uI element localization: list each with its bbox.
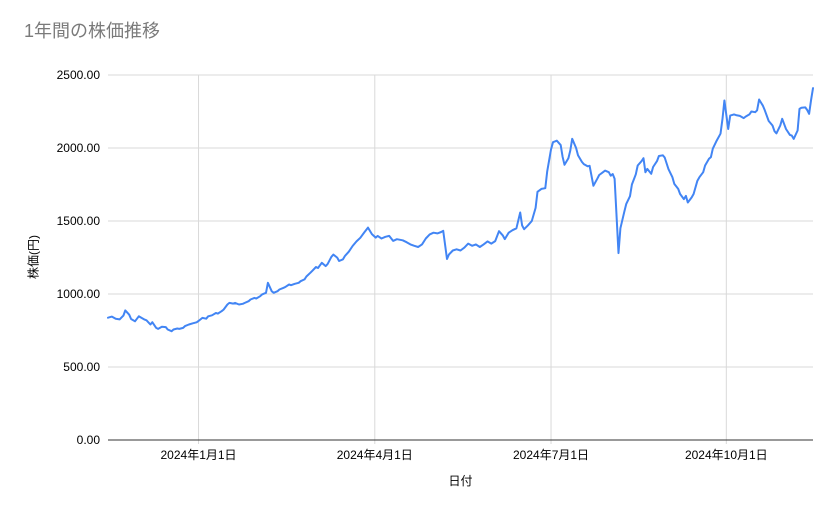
x-tick-label: 2024年4月1日 <box>336 448 413 462</box>
price-line-series <box>107 87 814 333</box>
x-axis-title: 日付 <box>448 474 473 488</box>
x-tick-label: 2024年1月1日 <box>160 448 237 462</box>
y-tick-label: 0.00 <box>76 433 100 447</box>
x-tick-label: 2024年10月1日 <box>684 448 768 462</box>
x-tick-label: 2024年7月1日 <box>513 448 590 462</box>
plot-area <box>107 74 814 444</box>
y-tick-label: 2500.00 <box>56 68 100 82</box>
y-tick-label: 1500.00 <box>56 214 100 228</box>
price-line-svg <box>107 74 814 444</box>
y-tick-label: 2000.00 <box>56 141 100 155</box>
y-axis-title: 株価(円) <box>26 235 41 279</box>
chart-title: 1年間の株価推移 <box>24 21 161 41</box>
y-tick-label: 500.00 <box>63 360 100 374</box>
y-tick-label: 1000.00 <box>56 287 100 301</box>
